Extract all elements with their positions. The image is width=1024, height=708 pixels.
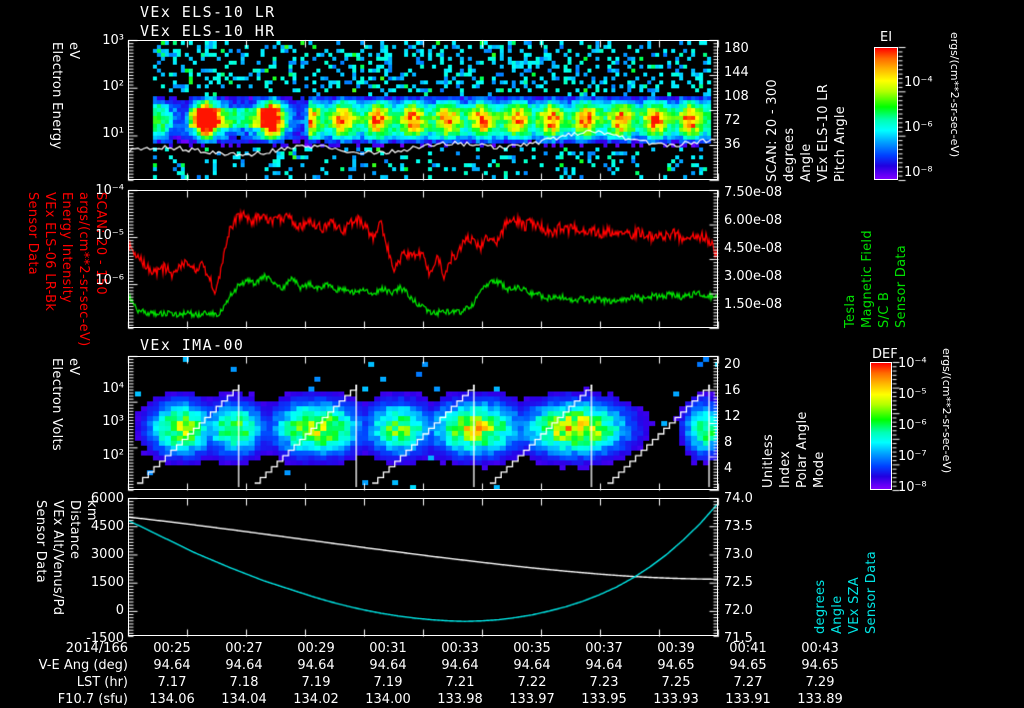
plot-page: VEx ELS-10 LR VEx ELS-10 HR Electron Ene… xyxy=(0,0,1024,708)
axis-ticks-overlay xyxy=(0,0,1024,708)
